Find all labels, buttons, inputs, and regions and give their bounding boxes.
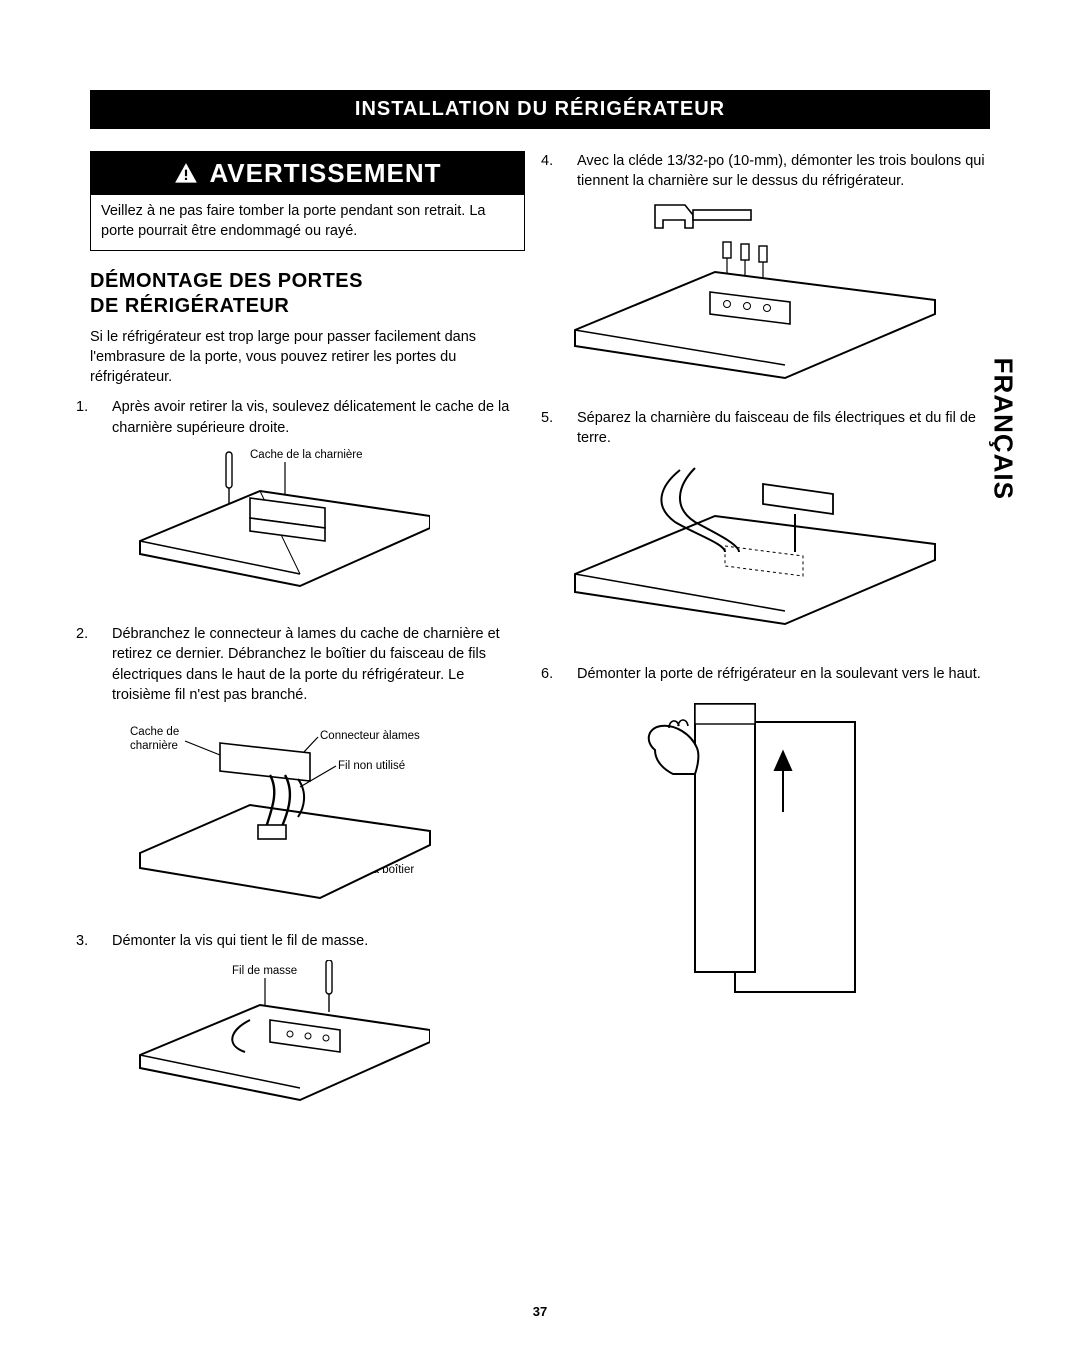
figure-1: Cache de la charnière — [130, 446, 525, 606]
right-column: 4.Avec la cléde 13/32-po (10-mm), démont… — [555, 151, 990, 1138]
label-unused-wire: Fil non utilisé — [338, 760, 405, 772]
content-columns: AVERTISSEMENT Veillez à ne pas faire tom… — [90, 151, 990, 1138]
label-blade-connector: Connecteur àlames — [320, 730, 420, 742]
warning-title-bar: AVERTISSEMENT — [91, 152, 524, 195]
section-title-line2: DE RÉRIGÉRATEUR — [90, 295, 289, 317]
left-column: AVERTISSEMENT Veillez à ne pas faire tom… — [90, 151, 525, 1138]
step-4-text: Avec la cléde 13/32-po (10-mm), démonter… — [577, 153, 985, 189]
section-title-line1: DÉMONTAGE DES PORTES — [90, 270, 363, 292]
step-6-text: Démonter la porte de réfrigérateur en la… — [577, 666, 981, 682]
page-number: 37 — [533, 1304, 547, 1319]
label-hinge-cover-l1: Cache de — [130, 726, 179, 738]
label-ground-wire: Fil de masse — [232, 965, 297, 977]
warning-box: AVERTISSEMENT Veillez à ne pas faire tom… — [90, 151, 525, 251]
figure-2: Cache de charnière Connecteur àlames Fil… — [130, 713, 525, 913]
language-tab: FRANÇAIS — [987, 358, 1018, 500]
page-header: INSTALLATION DU RÉRIGÉRATEUR — [90, 90, 990, 129]
step-5-text: Séparez la charnière du faisceau de fils… — [577, 410, 976, 446]
step-2: 2.Débranchez le connecteur à lames du ca… — [90, 624, 525, 705]
warning-body: Veillez à ne pas faire tomber la porte p… — [91, 195, 524, 250]
step-6: 6.Démonter la porte de réfrigérateur en … — [555, 664, 990, 684]
warning-title-text: AVERTISSEMENT — [209, 158, 441, 189]
step-5: 5.Séparez la charnière du faisceau de fi… — [555, 408, 990, 449]
intro-text: Si le réfrigérateur est trop large pour … — [90, 327, 525, 388]
figure-5 — [565, 456, 990, 646]
label-hinge-cover: Cache de la charnière — [250, 449, 363, 461]
warning-triangle-icon — [173, 161, 199, 187]
step-2-text: Débranchez le connecteur à lames du cach… — [112, 626, 500, 703]
step-3: 3.Démonter la vis qui tient le fil de ma… — [90, 931, 525, 951]
step-1-text: Après avoir retirer la vis, soulevez dél… — [112, 399, 509, 435]
figure-4 — [565, 200, 990, 390]
figure-6 — [625, 692, 990, 1012]
step-4: 4.Avec la cléde 13/32-po (10-mm), démont… — [555, 151, 990, 192]
label-hinge-cover-l2: charnière — [130, 740, 178, 752]
section-title: DÉMONTAGE DES PORTES DE RÉRIGÉRATEUR — [90, 269, 525, 319]
figure-3: Fil de masse — [130, 960, 525, 1120]
step-3-text: Démonter la vis qui tient le fil de mass… — [112, 933, 368, 949]
step-1: 1.Après avoir retirer la vis, soulevez d… — [90, 397, 525, 438]
